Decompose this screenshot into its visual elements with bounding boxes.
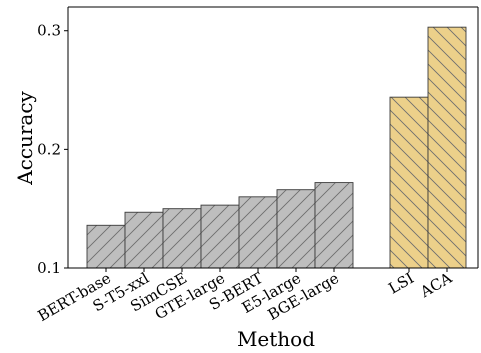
bar-simcse <box>162 208 202 269</box>
y-axis-label: Accuracy <box>13 90 37 185</box>
bar-hatch <box>389 96 429 269</box>
bar-hatch <box>276 189 316 269</box>
bars-layer <box>86 26 467 269</box>
bar-lsi <box>389 96 429 269</box>
bar-s-bert <box>238 196 278 269</box>
bar-hatch <box>238 196 278 269</box>
bar-hatch <box>427 26 467 269</box>
y-tick-label: 0.1 <box>37 259 61 277</box>
bar-gte-large <box>200 204 240 269</box>
bar-hatch <box>124 211 164 269</box>
x-tick-label-aca: ACA <box>416 269 455 302</box>
bar-hatch <box>86 224 126 269</box>
bar-s-t5-xxl <box>124 211 164 269</box>
x-axis-label: Method <box>237 327 315 351</box>
bar-e5-large <box>276 189 316 269</box>
bar-bert-base <box>86 224 126 269</box>
x-tick-label-lsi: LSI <box>385 269 417 298</box>
bar-hatch <box>162 208 202 269</box>
bar-hatch <box>314 182 354 269</box>
bar-aca <box>427 26 467 269</box>
bar-bge-large <box>314 182 354 269</box>
y-tick-label: 0.2 <box>37 140 61 158</box>
axes-layer <box>64 6 479 272</box>
bar-hatch <box>200 204 240 269</box>
y-tick-label: 0.3 <box>37 22 61 40</box>
